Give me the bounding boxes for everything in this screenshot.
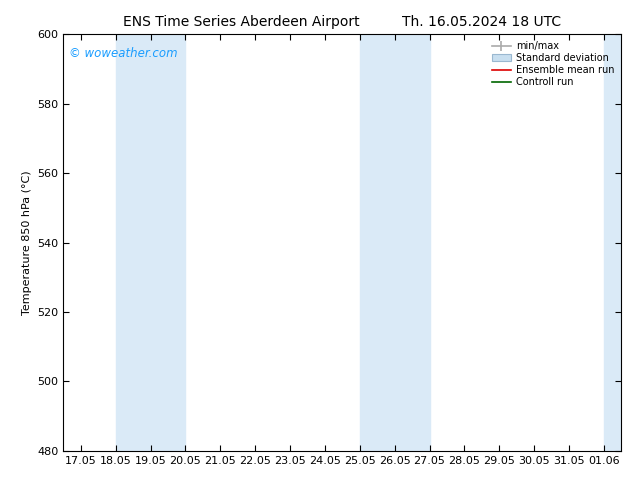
Text: © woweather.com: © woweather.com	[69, 47, 178, 60]
Text: Th. 16.05.2024 18 UTC: Th. 16.05.2024 18 UTC	[403, 15, 561, 29]
Bar	[359, 34, 429, 451]
Bar	[116, 34, 185, 451]
Legend: min/max, Standard deviation, Ensemble mean run, Controll run: min/max, Standard deviation, Ensemble me…	[489, 39, 616, 89]
Text: ENS Time Series Aberdeen Airport: ENS Time Series Aberdeen Airport	[122, 15, 359, 29]
Y-axis label: Temperature 850 hPa (°C): Temperature 850 hPa (°C)	[22, 170, 32, 315]
Bar	[604, 34, 621, 451]
